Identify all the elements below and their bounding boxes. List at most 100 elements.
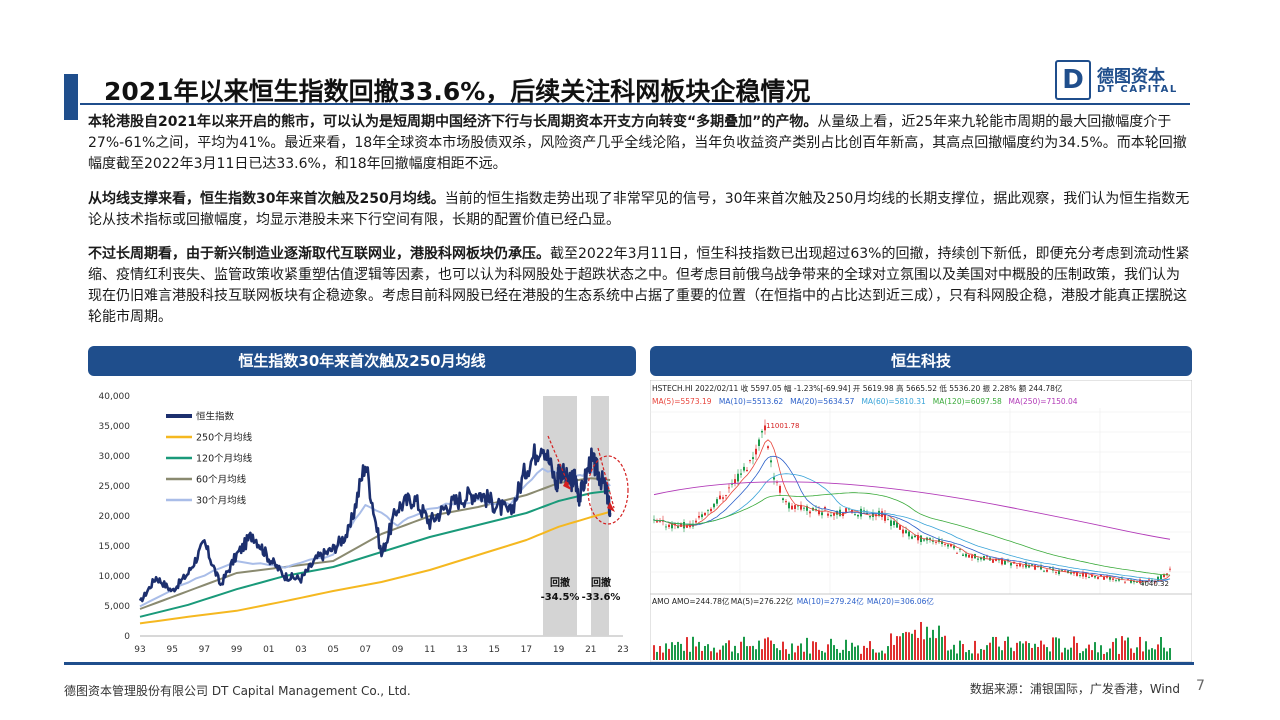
volume-bar xyxy=(914,629,916,660)
company-logo: D 德图资本 DT CAPITAL xyxy=(1055,60,1185,100)
volume-bar xyxy=(731,651,733,660)
series-lines xyxy=(138,443,612,625)
candle-body xyxy=(722,497,724,499)
volume-bar xyxy=(785,649,787,660)
candle-body xyxy=(1079,575,1081,577)
x-tick-label: 07 xyxy=(360,645,371,655)
y-tick-label: 5,000 xyxy=(104,602,130,612)
volume-bar xyxy=(797,645,799,660)
candle-body xyxy=(752,457,754,460)
volume-bar xyxy=(1022,643,1024,660)
amo-legend-item: MA(5)=276.22亿 xyxy=(731,596,794,606)
y-tick-label: 35,000 xyxy=(99,422,131,432)
volume-bar xyxy=(902,633,904,660)
volume-bar xyxy=(1097,652,1099,660)
volume-bar xyxy=(908,632,910,660)
candle-body xyxy=(719,495,721,500)
candle-body xyxy=(1022,565,1024,567)
volume-bar xyxy=(1031,647,1033,660)
volume-bar xyxy=(971,653,973,660)
volume-bar xyxy=(1007,636,1009,660)
volume-bar xyxy=(752,645,754,660)
volume-bars xyxy=(653,621,1171,660)
candle-body xyxy=(728,487,730,489)
highlight-circle xyxy=(587,455,629,525)
y-axis-grid: 0 5,000 10,000 15,000 20,000 25,000 30,000 35,0… xyxy=(99,392,623,642)
legend-label: 120个月均线 xyxy=(196,453,253,465)
volume-bar xyxy=(896,636,898,660)
volume-bar xyxy=(758,640,760,660)
ma-legend-item: MA(250)=7150.04 xyxy=(1009,397,1078,406)
volume-bar xyxy=(815,642,817,660)
kline-ma-line xyxy=(653,473,1171,580)
candle-body xyxy=(776,481,778,483)
volume-bar xyxy=(674,645,676,660)
volume-bar xyxy=(917,637,919,660)
candle-body xyxy=(941,541,943,544)
logo-mark-icon: D xyxy=(1055,60,1091,100)
candle-body xyxy=(1031,564,1033,566)
volume-bar xyxy=(872,649,874,660)
volume-bar xyxy=(1064,647,1066,660)
volume-bar xyxy=(746,646,748,660)
volume-bar xyxy=(1010,647,1012,660)
candle-body xyxy=(1118,578,1120,581)
candle-body xyxy=(800,504,802,510)
legend-label: 30个月均线 xyxy=(196,495,247,507)
candle-body xyxy=(938,539,940,543)
candle-body xyxy=(740,473,742,475)
volume-bar xyxy=(830,638,832,660)
volume-bar xyxy=(761,649,763,660)
volume-bar xyxy=(665,643,667,660)
candle-body xyxy=(1157,576,1159,581)
candle-body xyxy=(1133,580,1135,583)
volume-bar xyxy=(1115,638,1117,660)
volume-bar xyxy=(1127,637,1129,660)
drawdown-value-1: -34.5% xyxy=(541,592,580,603)
candle-body xyxy=(770,460,772,463)
volume-bar xyxy=(710,651,712,660)
x-axis-ticks: 93 95 97 99 01 03 05 07 09 11 13 15 17 19 21 23 xyxy=(134,645,628,655)
x-tick-label: 93 xyxy=(134,645,145,655)
paragraph-3: 不过长周期看，由于新兴制造业逐渐取代互联网业，港股科网板块仍承压。截至2022年… xyxy=(88,244,1192,328)
candle-body xyxy=(1085,573,1087,578)
right-chart-title: 恒生科技 xyxy=(650,346,1192,376)
volume-bar xyxy=(656,651,658,660)
volume-bar xyxy=(995,636,997,660)
candle-body xyxy=(1040,566,1042,570)
volume-bar xyxy=(818,649,820,660)
volume-bar xyxy=(836,648,838,660)
volume-bar xyxy=(1019,641,1021,660)
candle-body xyxy=(749,460,751,462)
volume-bar xyxy=(947,650,949,660)
footer-rule xyxy=(64,662,1194,665)
candle-body xyxy=(665,526,667,528)
candle-body xyxy=(920,535,922,543)
series-line-3 xyxy=(139,477,611,610)
volume-bar xyxy=(866,647,868,660)
hstech-kline-chart: HSTECH.HI 2022/02/11 收 5597.05 幅 -1.23%[… xyxy=(650,380,1192,662)
candle-body xyxy=(764,425,766,431)
candle-body xyxy=(668,524,670,528)
volume-bar xyxy=(1034,643,1036,660)
volume-bar xyxy=(779,650,781,660)
candle-body xyxy=(1010,562,1012,566)
candle-body xyxy=(962,554,964,556)
candle-body xyxy=(1163,574,1165,577)
volume-bar xyxy=(821,650,823,660)
volume-bar xyxy=(965,652,967,660)
volume-bar xyxy=(704,645,706,660)
candle-body xyxy=(788,502,790,509)
x-tick-label: 13 xyxy=(456,645,467,655)
volume-bar xyxy=(671,642,673,660)
candle-body xyxy=(1088,576,1090,578)
volume-bar xyxy=(689,651,691,660)
candle-body xyxy=(815,509,817,511)
volume-bar xyxy=(668,648,670,660)
candle-body xyxy=(1109,576,1111,580)
candle-body xyxy=(1115,579,1117,581)
volume-bar xyxy=(1055,637,1057,660)
footer-source: 数据来源：浦银国际，广发香港，Wind xyxy=(969,682,1180,696)
candle-body xyxy=(869,516,871,518)
y-tick-label: 20,000 xyxy=(99,512,131,522)
